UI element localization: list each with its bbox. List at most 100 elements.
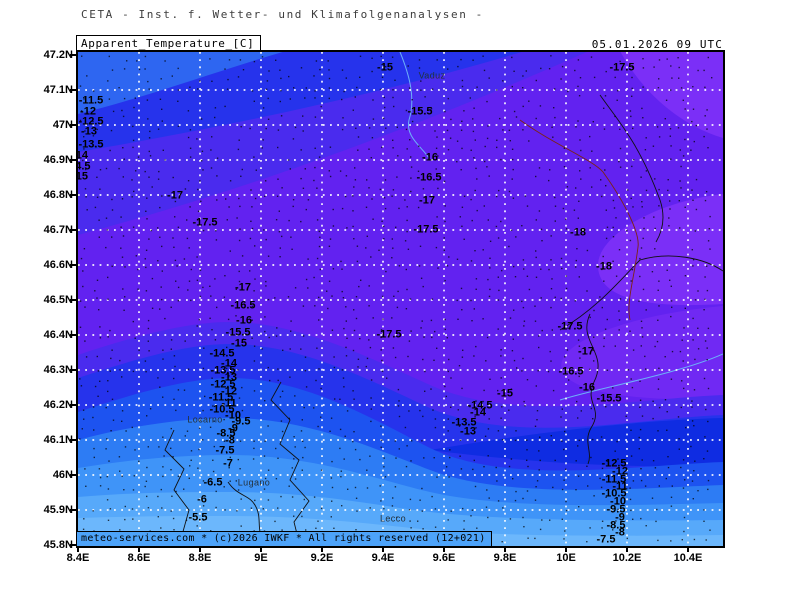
- station-dot: [177, 389, 180, 391]
- station-dot: [692, 199, 694, 201]
- station-dot: [616, 440, 618, 443]
- station-dot: [292, 199, 295, 201]
- station-dot: [79, 300, 82, 302]
- station-dot: [99, 188, 101, 190]
- contour-label: -16: [579, 381, 595, 394]
- station-dot: [199, 269, 202, 271]
- station-dot: [380, 55, 382, 58]
- station-dot: [372, 99, 374, 101]
- station-dot: [671, 350, 674, 353]
- station-dot: [408, 340, 411, 342]
- station-dot: [458, 365, 461, 367]
- lat-tick-label: 47.2N: [43, 49, 73, 61]
- station-dot: [93, 447, 95, 450]
- station-dot: [357, 136, 360, 138]
- station-dot: [135, 255, 137, 257]
- contour-label: -12.5: [601, 457, 627, 470]
- station-dot: [83, 518, 85, 520]
- station-dot: [677, 416, 680, 418]
- lat-tick-mark: [70, 439, 76, 441]
- station-dot: [396, 306, 399, 309]
- station-dot: [682, 360, 684, 362]
- station-dot: [177, 67, 179, 70]
- station-dot: [305, 386, 308, 388]
- station-dot: [356, 86, 358, 89]
- station-dot: [630, 280, 632, 282]
- station-dot: [304, 168, 306, 170]
- contour-label: -18: [570, 226, 586, 239]
- station-dot: [705, 408, 707, 411]
- station-dot: [124, 296, 126, 298]
- station-dot: [576, 400, 578, 403]
- station-dot: [535, 117, 537, 120]
- lon-tick-mark: [321, 546, 323, 552]
- station-dot: [707, 240, 710, 242]
- station-dot: [535, 175, 537, 178]
- station-dot: [177, 89, 180, 91]
- station-dot: [669, 279, 671, 281]
- station-dot: [172, 517, 175, 520]
- station-dot: [485, 360, 487, 362]
- station-dot: [500, 417, 502, 419]
- station-dot: [655, 520, 657, 523]
- station-dot: [359, 458, 361, 461]
- station-dot: [550, 235, 552, 237]
- station-dot: [605, 406, 607, 408]
- station-dot: [280, 89, 282, 92]
- station-dot: [365, 365, 367, 368]
- station-dot: [512, 158, 514, 161]
- station-dot: [642, 237, 644, 240]
- station-dot: [263, 229, 265, 231]
- station-dot: [501, 541, 503, 543]
- station-dot: [315, 379, 317, 382]
- station-dot: [302, 440, 304, 442]
- lon-tick-mark: [260, 546, 262, 552]
- contour-label: -10: [610, 495, 626, 508]
- station-dot: [382, 318, 384, 320]
- station-dot: [238, 197, 240, 200]
- station-dot: [423, 157, 426, 159]
- station-dot: [316, 219, 319, 221]
- station-dot: [612, 387, 614, 389]
- station-dot: [500, 349, 502, 351]
- station-dot: [424, 370, 426, 373]
- station-dot: [253, 390, 256, 392]
- station-dot: [133, 106, 135, 109]
- station-dot: [253, 345, 256, 347]
- station-dot: [201, 160, 203, 162]
- station-dot: [370, 256, 372, 258]
- station-dot: [344, 435, 346, 437]
- station-dot: [707, 56, 709, 59]
- station-dot: [340, 476, 342, 478]
- station-dot: [474, 485, 477, 488]
- station-dot: [160, 527, 162, 529]
- station-dot: [319, 236, 321, 238]
- station-dot: [640, 247, 643, 249]
- station-dot: [107, 336, 109, 338]
- station-dot: [483, 389, 485, 392]
- station-dot: [679, 350, 682, 353]
- station-dot: [640, 468, 642, 470]
- station-dot: [487, 125, 489, 127]
- station-dot: [528, 100, 530, 102]
- lon-tick-label: 10.2E: [612, 552, 642, 564]
- station-dot: [564, 430, 566, 433]
- station-dot: [600, 486, 603, 489]
- station-dot: [252, 458, 255, 460]
- station-dot: [175, 409, 177, 412]
- station-dot: [461, 206, 464, 208]
- station-dot: [199, 180, 201, 182]
- station-dot: [626, 537, 628, 540]
- contour-label: -9: [615, 511, 625, 524]
- station-dot: [447, 97, 449, 100]
- station-dot: [474, 440, 476, 442]
- station-dot: [431, 88, 434, 90]
- station-dot: [240, 525, 242, 527]
- station-dot: [486, 336, 489, 339]
- station-dot: [590, 407, 592, 410]
- station-dot: [82, 528, 85, 530]
- station-dot: [457, 409, 459, 411]
- station-dot: [383, 238, 385, 240]
- station-dot: [436, 59, 438, 61]
- station-dot: [681, 380, 683, 382]
